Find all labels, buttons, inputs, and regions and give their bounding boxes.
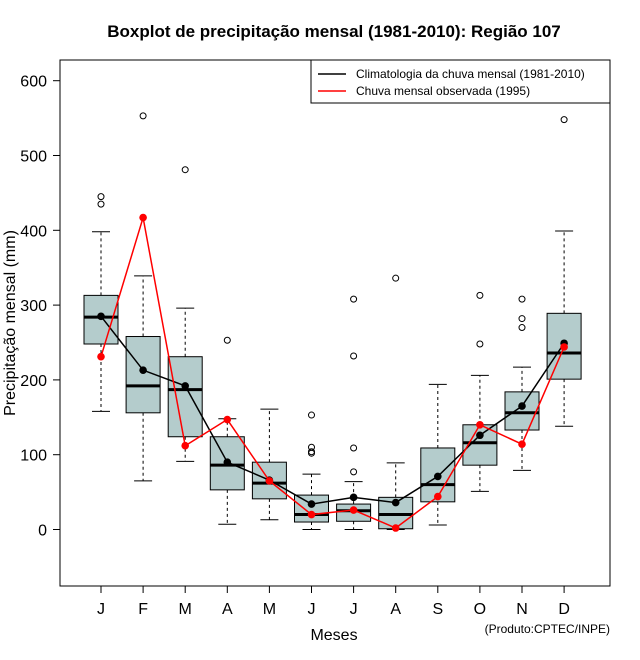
x-tick-label: N [516, 601, 528, 618]
series-point-1 [434, 492, 442, 501]
outlier-point [139, 112, 147, 120]
box-J [83, 193, 119, 412]
box-iqr [167, 356, 203, 438]
series-point-0 [97, 312, 105, 321]
series-point-0 [223, 458, 232, 466]
legend-label-climatology: Climatologia da chuva mensal (1981-2010) [356, 67, 585, 81]
series-point-0 [307, 500, 316, 508]
outlier-point [97, 193, 105, 201]
outlier-point [518, 324, 526, 332]
series-point-1 [560, 343, 568, 351]
series-point-1 [223, 415, 232, 424]
outlier-point [308, 411, 315, 419]
y-axis: 0 100 200 300 400 500 600 [20, 74, 61, 540]
outlier-point [181, 166, 189, 174]
outlier-point [350, 352, 358, 360]
box-M [167, 166, 203, 462]
outlier-point [308, 443, 315, 451]
series-point-1 [181, 441, 189, 450]
outlier-point [476, 291, 484, 299]
x-tick-label: M [263, 601, 276, 618]
outlier-point [476, 340, 484, 348]
outlier-point [223, 336, 231, 344]
box-iqr [504, 391, 540, 431]
x-tick-label: J [97, 601, 105, 618]
box-D [546, 116, 582, 427]
series-point-1 [97, 352, 105, 361]
outlier-point [392, 274, 400, 282]
x-tick-label: D [558, 601, 570, 618]
plot-frame [59, 59, 611, 587]
x-axis-label: Meses [310, 627, 357, 644]
series-point-0 [139, 366, 147, 374]
boxes-group [83, 112, 582, 530]
legend-box [310, 59, 611, 104]
x-tick-label: A [222, 601, 233, 618]
credit-text: (Produto:CPTEC/INPE) [485, 622, 610, 636]
outlier-point [518, 295, 526, 303]
x-tick-label: O [474, 601, 486, 618]
y-tick-label: 100 [20, 448, 47, 465]
x-tick-label: M [179, 601, 192, 618]
legend-label-observed: Chuva mensal observada (1995) [356, 84, 530, 98]
outlier-point [97, 200, 105, 208]
y-tick-label: 600 [20, 74, 47, 91]
chart-title: Boxplot de precipitação mensal (1981-201… [107, 22, 561, 41]
series-line-0 [100, 315, 565, 505]
series-point-0 [518, 402, 526, 410]
series-point-1 [391, 524, 400, 532]
x-tick-label: J [308, 601, 316, 618]
series-point-0 [434, 472, 442, 481]
box-S [420, 383, 456, 526]
y-tick-label: 200 [20, 373, 47, 390]
series-point-0 [349, 493, 358, 502]
series-point-0 [391, 498, 400, 507]
series-point-1 [265, 477, 274, 485]
series-line-1 [100, 217, 565, 529]
y-tick-label: 300 [20, 298, 47, 315]
outlier-point [350, 295, 358, 303]
outlier-point [560, 116, 568, 124]
y-axis-label: Precipitação mensal (mm) [2, 230, 19, 416]
box-F [125, 112, 161, 482]
box-N [504, 295, 540, 471]
y-tick-label: 500 [20, 149, 47, 166]
series-point-1 [307, 510, 316, 519]
box-O [462, 291, 498, 492]
outlier-point [350, 468, 358, 476]
outlier-point [350, 444, 358, 452]
x-tick-label: F [138, 601, 148, 618]
x-tick-label: J [350, 601, 358, 618]
box-A [378, 274, 414, 530]
series-point-0 [476, 431, 484, 440]
series-point-1 [349, 506, 358, 514]
y-tick-label: 0 [38, 523, 47, 540]
x-tick-label: S [432, 601, 443, 618]
series-point-1 [518, 440, 526, 449]
series-point-1 [139, 213, 147, 222]
y-tick-label: 400 [20, 223, 47, 240]
series-lines-group [97, 213, 568, 532]
outlier-point [308, 448, 315, 456]
outlier-point [518, 315, 526, 323]
series-point-0 [181, 382, 189, 390]
x-tick-label: A [390, 601, 401, 618]
series-point-1 [476, 420, 484, 429]
legend: Climatologia da chuva mensal (1981-2010)… [310, 59, 611, 104]
box-A [209, 336, 245, 525]
